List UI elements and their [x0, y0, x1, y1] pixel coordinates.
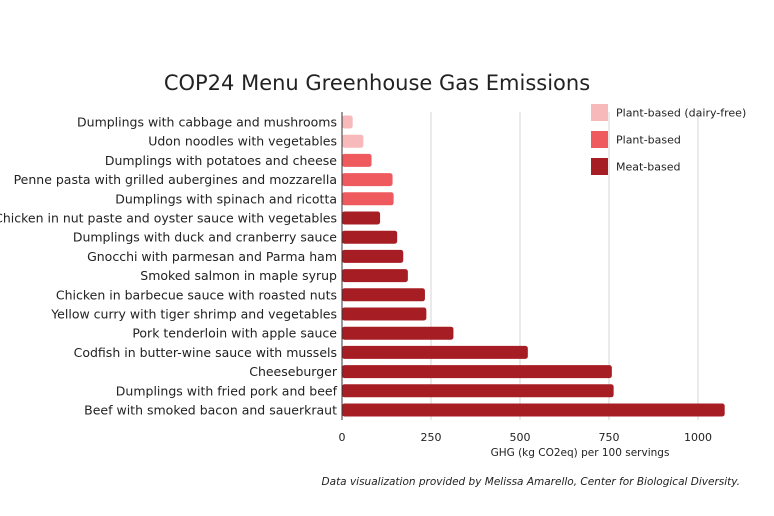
- category-label-14: Dumplings with fried pork and beef: [116, 383, 338, 398]
- x-tick-0: 0: [339, 431, 346, 444]
- category-label-2: Dumplings with potatoes and cheese: [105, 153, 337, 168]
- category-label-7: Gnocchi with parmesan and Parma ham: [87, 249, 337, 264]
- category-label-4: Dumplings with spinach and ricotta: [115, 191, 337, 206]
- legend-swatch-plant: [591, 131, 608, 148]
- x-tick-1000: 1000: [684, 431, 712, 444]
- category-label-13: Cheeseburger: [249, 364, 338, 379]
- category-label-0: Dumplings with cabbage and mushrooms: [77, 115, 337, 130]
- legend-label-plant: Plant-based: [616, 134, 681, 147]
- x-tick-500: 500: [510, 431, 531, 444]
- bar-11: [342, 326, 454, 340]
- x-tick-250: 250: [421, 431, 442, 444]
- x-tick-labels: 0 250 500 750 1000: [339, 431, 713, 444]
- bar-4: [342, 192, 394, 206]
- category-label-11: Pork tenderloin with apple sauce: [132, 326, 337, 341]
- bar-6: [342, 230, 398, 244]
- bar-12: [342, 345, 528, 359]
- bar-9: [342, 288, 425, 302]
- legend-label-meat: Meat-based: [616, 161, 681, 174]
- legend-swatch-meat: [591, 158, 608, 175]
- bar-13: [342, 365, 612, 379]
- x-axis-title: GHG (kg CO2eq) per 100 servings: [491, 447, 670, 459]
- x-tick-750: 750: [599, 431, 620, 444]
- bars: [342, 115, 725, 417]
- category-label-9: Chicken in barbecue sauce with roasted n…: [56, 287, 337, 302]
- category-label-5: Chicken in nut paste and oyster sauce wi…: [0, 211, 337, 226]
- bar-14: [342, 384, 614, 398]
- bar-1: [342, 134, 364, 148]
- bar-2: [342, 153, 372, 167]
- category-labels: Dumplings with cabbage and mushrooms Udon…: [0, 115, 338, 418]
- legend-swatch-dairy_free: [591, 104, 608, 121]
- category-label-1: Udon noodles with vegetables: [148, 134, 337, 149]
- legend-label-dairy_free: Plant-based (dairy-free): [616, 107, 746, 120]
- bar-15: [342, 403, 725, 417]
- credit-note: Data visualization provided by Melissa A…: [322, 476, 740, 488]
- bar-5: [342, 211, 381, 225]
- legend: Plant-based (dairy-free) Plant-based Meat-…: [591, 104, 746, 175]
- bar-10: [342, 307, 427, 321]
- bar-7: [342, 249, 404, 263]
- category-label-3: Penne pasta with grilled aubergines and …: [14, 172, 337, 187]
- bar-0: [342, 115, 353, 129]
- category-label-15: Beef with smoked bacon and sauerkraut: [84, 403, 337, 418]
- bar-3: [342, 173, 393, 187]
- category-label-10: Yellow curry with tiger shrimp and veget…: [50, 307, 337, 322]
- chart-title: COP24 Menu Greenhouse Gas Emissions: [164, 71, 590, 95]
- bar-8: [342, 269, 408, 283]
- category-label-6: Dumplings with duck and cranberry sauce: [73, 230, 337, 245]
- category-label-8: Smoked salmon in maple syrup: [140, 268, 337, 283]
- category-label-12: Codfish in butter-wine sauce with mussel…: [74, 345, 337, 360]
